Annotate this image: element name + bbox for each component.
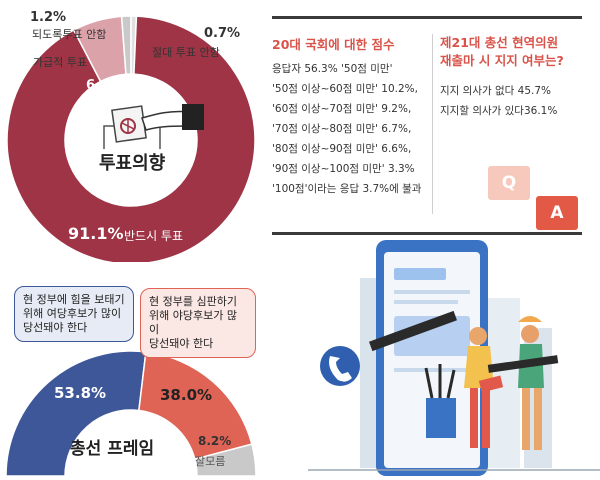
- illustration-graphic: [308, 240, 600, 476]
- qa-panel: 20대 국회에 대한 점수 응답자 56.3% '50점 미만' '50점 이상~…: [268, 0, 600, 262]
- assembly-score-title: 20대 국회에 대한 점수: [272, 37, 395, 52]
- ruling-bubble-line1: 현 정부에 힘을 보태기: [23, 293, 125, 306]
- q-bubble-icon: Q: [488, 166, 530, 200]
- assembly-score-line: '80점 이상~90점 미만' 6.6%,: [272, 143, 412, 155]
- incumbent-support: 지지할 의사가 있다36.1%: [440, 105, 558, 117]
- q-letter: Q: [501, 173, 517, 193]
- dont-know-label: 잘모름: [195, 455, 226, 468]
- election-frame-half-donut: [5, 350, 257, 477]
- ruling-party-bubble: 현 정부에 힘을 보태기 위해 여당후보가 많이 당선돼야 한다: [14, 286, 134, 342]
- people-phone-illustration: [308, 238, 600, 480]
- opposition-pct: 38.0%: [160, 386, 213, 404]
- incumbent-title-line2: 재출마 시 지지 여부는?: [440, 53, 564, 68]
- a-letter: A: [550, 203, 564, 223]
- assembly-score-line: '60점 이상~70점 미만' 9.2%,: [272, 103, 412, 115]
- vote-intention-chart: 투표의향 1.2% 되도록투표 안함 가급적 투표 6.4% 0.7% 절대 투…: [0, 0, 262, 265]
- segment-pct-never: 0.7%: [204, 26, 241, 41]
- segment-label-probably: 가급적 투표: [33, 56, 88, 69]
- assembly-score-line: 응답자 56.3% '50점 미만': [272, 63, 393, 75]
- opposition-bubble-line2: 위해 야당후보가 많이: [149, 309, 237, 336]
- half-slice-ruling: [5, 350, 147, 477]
- assembly-score-line: '70점 이상~80점 미만' 6.7%,: [272, 123, 412, 135]
- opposition-bubble-line1: 현 정부를 심판하기: [149, 295, 237, 308]
- half-slice-dont-know: [193, 443, 257, 477]
- assembly-score-line: '90점 이상~100점 미만' 3.3%: [272, 163, 415, 175]
- a-bubble-icon: A: [536, 196, 578, 230]
- segment-label-unlikely: 되도록투표 안함: [32, 28, 107, 41]
- dont-know-pct: 8.2%: [198, 434, 232, 448]
- half-slice-opposition: [138, 351, 253, 461]
- ruling-bubble-line3: 당선돼야 한다: [23, 321, 88, 334]
- qa-top-divider: [272, 16, 582, 19]
- donut-center-title: 투표의향: [96, 149, 169, 175]
- segment-pct-unlikely: 1.2%: [30, 10, 67, 25]
- assembly-score-line: '100점'이라는 응답 3.7%에 불과: [272, 183, 422, 195]
- segment-label-definitely: 반드시 투표: [124, 229, 184, 243]
- segment-pct-probably: 6.4%: [86, 78, 123, 93]
- opposition-bubble: 현 정부를 심판하기 위해 야당후보가 많이 당선돼야 한다: [140, 288, 256, 358]
- donut-slice-definitely: [6, 15, 256, 265]
- assembly-score-line: '50점 이상~60점 미만' 10.2%,: [272, 83, 418, 95]
- election-frame-title: 총선 프레임: [70, 439, 155, 459]
- incumbent-title-line1: 제21대 총선 현역의원: [440, 35, 559, 50]
- qa-bottom-divider: [272, 232, 582, 235]
- election-frame-chart: 현 정부에 힘을 보태기 위해 여당후보가 많이 당선돼야 한다 현 정부를 심…: [0, 276, 262, 480]
- qa-column-divider: [432, 34, 433, 214]
- opposition-bubble-line3: 당선돼야 한다: [149, 337, 214, 350]
- segment-pct-definitely: 91.1%: [68, 224, 124, 243]
- incumbent-no-support: 지지 의사가 없다 45.7%: [440, 85, 551, 97]
- ruling-pct: 53.8%: [54, 384, 107, 402]
- ballot-hand-icon: [103, 104, 204, 156]
- ruling-bubble-line2: 위해 여당후보가 많이: [23, 307, 122, 320]
- segment-label-never: 절대 투표 안함: [152, 46, 220, 59]
